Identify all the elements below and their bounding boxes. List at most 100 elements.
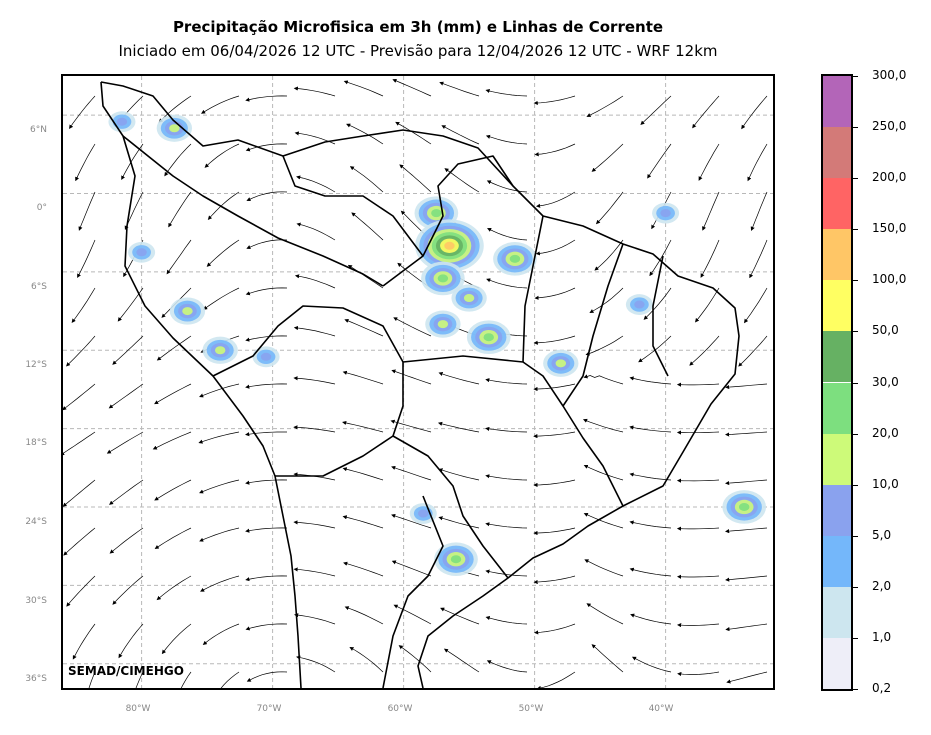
streamline <box>72 623 96 660</box>
streamline <box>246 191 288 202</box>
precip-contour <box>431 209 442 218</box>
streamline <box>391 465 432 481</box>
streamline <box>158 95 192 123</box>
colorbar-label: 0,2 <box>872 681 892 695</box>
streamline <box>698 143 720 181</box>
streamline <box>743 287 768 324</box>
streamline <box>441 125 480 145</box>
streamline <box>245 335 288 342</box>
streamline <box>75 143 96 182</box>
streamline <box>200 575 240 592</box>
precip-contour <box>182 307 193 316</box>
precip-contour <box>450 555 462 564</box>
streamline <box>591 143 624 172</box>
streamline <box>220 671 240 688</box>
streamline <box>589 287 624 314</box>
streamline <box>349 166 384 193</box>
streamline <box>347 264 384 289</box>
streamline <box>485 474 528 481</box>
lon-label-50w: 50°W <box>518 704 544 714</box>
colorbar-label: 30,0 <box>872 374 899 389</box>
colorbar-segment <box>823 331 851 383</box>
streamline <box>342 467 384 481</box>
streamline <box>391 513 432 529</box>
colorbar-label: 50,0 <box>872 323 899 338</box>
streamline <box>533 527 576 536</box>
border-line-7 <box>522 215 544 363</box>
credit-label: SEMAD/CIMEHGO <box>68 664 184 678</box>
streamline <box>629 567 672 577</box>
precip-contour <box>116 117 128 126</box>
streamline <box>726 671 768 684</box>
streamline <box>349 646 384 673</box>
streamline <box>486 180 528 193</box>
streamline <box>198 431 240 444</box>
colorbar-segment <box>823 433 851 485</box>
streamline <box>676 574 720 579</box>
streamline <box>296 222 336 241</box>
streamline <box>750 191 768 231</box>
streamline <box>246 239 288 249</box>
colorbar-tick <box>853 76 858 77</box>
streamline <box>749 239 768 279</box>
colorbar-segment <box>823 127 851 179</box>
map-svg <box>63 76 773 688</box>
border-line-4 <box>212 305 404 437</box>
colorbar-tick <box>853 535 858 537</box>
colorbar-tick <box>853 382 858 384</box>
streamline <box>245 383 288 389</box>
streamline <box>486 278 528 289</box>
streamline <box>391 369 432 385</box>
streamline <box>343 561 384 577</box>
colorbar-segment <box>823 535 851 587</box>
streamline <box>585 335 624 356</box>
streamline <box>154 479 192 501</box>
streamline <box>294 274 336 289</box>
colorbar-segment <box>823 586 851 638</box>
streamline <box>156 575 192 601</box>
streamline <box>63 479 96 507</box>
colorbar-label: 300,0 <box>872 68 907 82</box>
streamline <box>342 370 384 385</box>
streamline <box>444 168 480 193</box>
lat-label-30s: 30°S <box>25 596 47 606</box>
colorbar-tick <box>853 433 858 435</box>
streamline <box>342 515 384 529</box>
streamline <box>180 671 192 688</box>
colorbar-label: 2,0 <box>872 578 892 593</box>
streamline <box>643 287 672 320</box>
colorbar-label: 100,0 <box>872 272 907 287</box>
streamline <box>692 95 720 129</box>
lat-label-6s: 6°S <box>31 282 47 292</box>
colorbar-label: 200,0 <box>872 170 907 185</box>
colorbar-tick <box>853 637 858 639</box>
precip-contour <box>634 300 645 309</box>
west-coastline <box>100 81 302 688</box>
streamline <box>393 604 432 625</box>
streamline <box>393 317 432 337</box>
colorbar-segment <box>823 229 851 281</box>
streamline <box>630 613 672 625</box>
lon-label-70w: 70°W <box>256 704 282 714</box>
lat-label-6n: 6°N <box>30 125 47 135</box>
streamline <box>77 239 96 279</box>
streamline <box>485 569 528 577</box>
precip-contour <box>136 248 147 257</box>
streamline <box>106 431 144 454</box>
streamline <box>296 175 336 193</box>
streamline <box>135 671 144 688</box>
colorbar-label: 1,0 <box>872 629 892 644</box>
streamline <box>725 623 768 632</box>
streamline <box>677 623 720 628</box>
streamline <box>438 516 480 529</box>
streamline <box>245 479 288 485</box>
streamline <box>65 335 96 367</box>
streamline <box>677 671 720 677</box>
colorbar-segment <box>823 382 851 434</box>
streamline <box>583 512 624 529</box>
lon-label-60w: 60°W <box>387 704 413 714</box>
streamline <box>640 95 672 125</box>
streamline <box>201 95 240 114</box>
graticule <box>63 76 773 688</box>
lat-label-12s: 12°S <box>25 360 47 370</box>
